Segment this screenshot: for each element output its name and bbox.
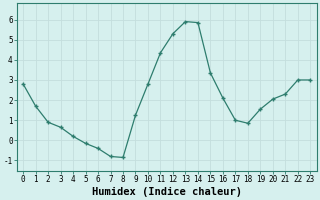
X-axis label: Humidex (Indice chaleur): Humidex (Indice chaleur) [92,186,242,197]
